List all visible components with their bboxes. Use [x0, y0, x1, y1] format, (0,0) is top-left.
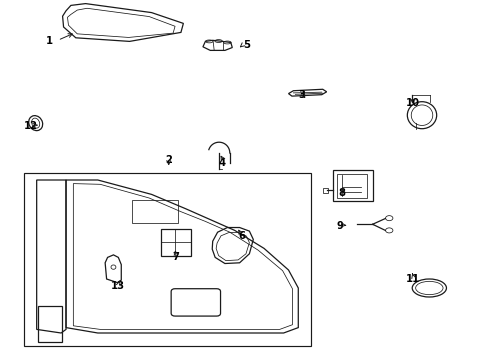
Text: 5: 5 — [243, 40, 250, 50]
Bar — [337, 174, 366, 198]
Text: 7: 7 — [172, 252, 179, 262]
Bar — [24, 173, 310, 346]
Bar — [333, 170, 372, 201]
Text: 11: 11 — [405, 274, 420, 284]
Text: 8: 8 — [338, 188, 345, 198]
Text: 10: 10 — [406, 98, 419, 108]
Text: 1: 1 — [45, 36, 52, 46]
Text: 13: 13 — [110, 281, 124, 291]
Bar — [322, 188, 327, 193]
Bar — [161, 229, 190, 256]
Text: 3: 3 — [298, 90, 305, 100]
Text: 4: 4 — [219, 158, 225, 168]
Text: 6: 6 — [238, 231, 245, 241]
Text: 9: 9 — [336, 221, 343, 231]
Bar — [132, 200, 178, 223]
Text: 12: 12 — [23, 121, 37, 131]
Text: 2: 2 — [165, 155, 172, 165]
Bar — [38, 306, 61, 342]
